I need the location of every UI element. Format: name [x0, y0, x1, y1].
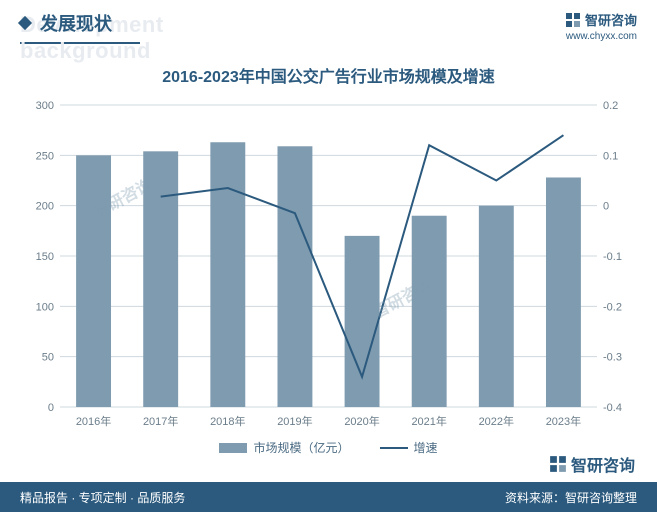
- brand-url: www.chyxx.com: [565, 31, 637, 42]
- header-left: Development background 发展现状: [20, 10, 140, 44]
- bottom-brand: 智研咨询: [549, 452, 635, 476]
- chart-area: 0 50 100 150 200 250 300 -0.4 -0.3 -0.2 -0.1 0 0.1 0.…: [20, 95, 637, 435]
- brand-icon: [565, 12, 581, 28]
- svg-text:0.1: 0.1: [603, 150, 618, 162]
- bottom-brand-name: 智研咨询: [571, 452, 635, 476]
- svg-text:-0.2: -0.2: [603, 301, 622, 313]
- svg-text:250: 250: [36, 150, 54, 162]
- svg-text:2020年: 2020年: [344, 414, 379, 428]
- header-title-wrap: 发展现状: [20, 10, 140, 36]
- footer-right: 资料来源：智研咨询整理: [505, 489, 637, 506]
- header-right: 智研咨询 www.chyxx.com: [565, 10, 637, 42]
- svg-text:2023年: 2023年: [546, 414, 581, 428]
- svg-text:-0.4: -0.4: [603, 402, 622, 414]
- svg-text:2017年: 2017年: [143, 414, 178, 428]
- svg-text:2018年: 2018年: [210, 414, 245, 428]
- brand-name: 智研咨询: [585, 10, 637, 29]
- chart-title: 2016-2023年中国公交广告行业市场规模及增速: [0, 63, 657, 87]
- header-bar: Development background 发展现状 智研咨询 www.chy…: [0, 0, 657, 49]
- svg-text:-0.3: -0.3: [603, 352, 622, 364]
- svg-text:2016年: 2016年: [76, 414, 111, 428]
- footer-bar: 精品报告 · 专项定制 · 品质服务 资料来源：智研咨询整理: [0, 482, 657, 512]
- diamond-icon: [18, 16, 32, 30]
- svg-text:0.2: 0.2: [603, 100, 618, 112]
- chart-svg: 0 50 100 150 200 250 300 -0.4 -0.3 -0.2 -0.1 0 0.1 0.…: [20, 95, 637, 435]
- legend-line-swatch: [380, 447, 408, 449]
- svg-text:50: 50: [42, 352, 54, 364]
- svg-text:150: 150: [36, 251, 54, 263]
- legend-line-label: 增速: [414, 439, 438, 456]
- header-title: 发展现状: [40, 10, 112, 36]
- svg-text:300: 300: [36, 100, 54, 112]
- svg-text:100: 100: [36, 301, 54, 313]
- svg-text:2019年: 2019年: [277, 414, 312, 428]
- legend-bar-label: 市场规模（亿元）: [253, 439, 349, 456]
- legend-line: 增速: [380, 439, 438, 456]
- svg-text:2021年: 2021年: [411, 414, 446, 428]
- svg-text:200: 200: [36, 201, 54, 213]
- brand-icon: [549, 455, 567, 473]
- svg-text:0: 0: [48, 402, 54, 414]
- brand-logo: 智研咨询: [565, 10, 637, 29]
- svg-text:2022年: 2022年: [479, 414, 514, 428]
- legend-bar: 市场规模（亿元）: [219, 439, 349, 456]
- svg-text:0: 0: [603, 201, 609, 213]
- svg-text:-0.1: -0.1: [603, 251, 622, 263]
- footer-left: 精品报告 · 专项定制 · 品质服务: [20, 489, 185, 506]
- legend-bar-swatch: [219, 443, 247, 453]
